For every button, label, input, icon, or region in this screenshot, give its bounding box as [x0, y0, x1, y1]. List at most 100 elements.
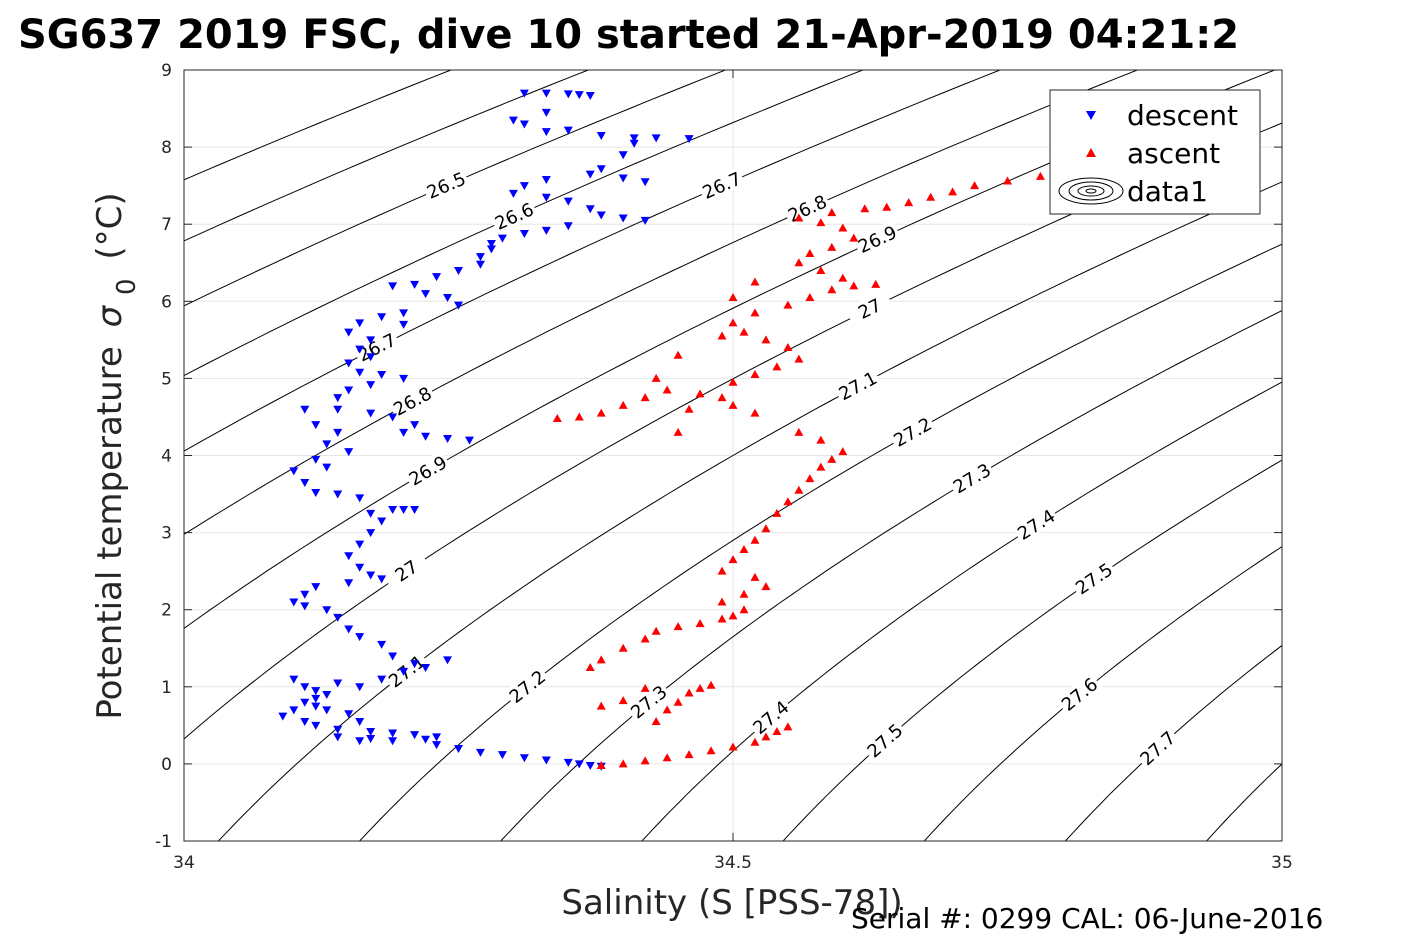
legend-label-data1: data1 — [1127, 175, 1208, 208]
descent-point — [618, 151, 628, 160]
ascent-point — [706, 746, 716, 755]
ascent-point — [717, 614, 727, 623]
ascent-point — [552, 413, 562, 422]
ascent-point — [662, 385, 672, 394]
descent-point — [333, 725, 343, 734]
ascent-point — [849, 233, 859, 242]
ascent-point — [662, 705, 672, 714]
descent-point — [475, 253, 485, 262]
ascent-point — [772, 362, 782, 371]
ascent-point — [816, 265, 826, 274]
ascent-point — [772, 508, 782, 517]
ascent-point — [585, 663, 595, 672]
y-tick-label: 8 — [161, 138, 172, 158]
ascent-point — [1035, 171, 1045, 180]
descent-point — [410, 660, 420, 669]
descent-point — [585, 170, 595, 179]
ascent-point — [728, 611, 738, 620]
ascent-point — [794, 258, 804, 267]
descent-point — [311, 583, 321, 592]
descent-point — [399, 667, 409, 676]
descent-point — [410, 421, 420, 430]
descent-point — [289, 467, 299, 476]
ascent-point — [849, 281, 859, 290]
legend-label-descent: descent — [1127, 99, 1238, 132]
descent-point — [322, 706, 332, 715]
descent-point — [333, 490, 343, 499]
descent-point — [399, 505, 409, 514]
descent-point — [366, 734, 376, 743]
descent-point — [355, 368, 365, 377]
isopycnal-line — [923, 546, 1282, 841]
descent-point — [278, 712, 288, 721]
descent-point — [311, 702, 321, 711]
descent-point — [366, 353, 376, 362]
descent-point — [355, 717, 365, 726]
ascent-point — [695, 619, 705, 628]
descent-point — [563, 758, 573, 767]
descent-point — [508, 189, 518, 198]
ascent-point — [816, 462, 826, 471]
x-tick-label: 34.5 — [714, 853, 752, 873]
ascent-point — [717, 393, 727, 402]
ascent-point — [717, 331, 727, 340]
descent-point — [486, 245, 496, 254]
descent-point — [311, 687, 321, 696]
descent-point — [300, 698, 310, 707]
descent-point — [366, 571, 376, 580]
descent-point — [629, 139, 639, 148]
ascent-point — [1003, 176, 1012, 185]
descent-point — [399, 309, 409, 318]
descent-point — [333, 679, 343, 688]
descent-point — [311, 421, 321, 430]
ascent-point — [684, 688, 694, 697]
descent-point — [541, 193, 551, 202]
descent-point — [563, 197, 573, 206]
descent-point — [333, 733, 343, 742]
ascent-point — [827, 242, 837, 251]
descent-point — [388, 729, 398, 738]
descent-point — [344, 328, 354, 337]
descent-point — [585, 205, 595, 214]
descent-point — [410, 731, 420, 740]
descent-point — [377, 575, 387, 584]
descent-point — [541, 89, 551, 98]
isopycnal-line — [184, 70, 589, 242]
ascent-point — [750, 572, 760, 581]
ascent-point — [728, 400, 738, 409]
y-tick-label: 2 — [161, 601, 172, 621]
descent-point — [443, 656, 453, 665]
descent-point — [618, 174, 628, 183]
y-tick-label: 5 — [161, 369, 172, 389]
ascent-point — [750, 277, 760, 286]
ascent-point — [750, 535, 760, 544]
ascent-point — [750, 408, 760, 417]
ascent-point — [882, 202, 892, 211]
descent-point — [475, 748, 485, 757]
descent-point — [651, 134, 661, 143]
y-axis-label-sigma: σ — [90, 304, 130, 327]
descent-point — [596, 165, 606, 174]
ascent-point — [827, 285, 837, 294]
legend-box — [1049, 89, 1261, 215]
ascent-point — [761, 732, 771, 741]
isopycnal-line — [184, 70, 863, 377]
descent-point — [377, 675, 387, 684]
ascent-point — [783, 497, 793, 506]
descent-point — [410, 505, 420, 514]
ascent-point — [794, 213, 804, 222]
descent-point — [443, 435, 453, 444]
descent-point — [464, 436, 474, 445]
ascent-point — [596, 655, 606, 664]
x-axis-label: Salinity (S [PSS-78]) — [561, 883, 902, 923]
ascent-point — [640, 393, 650, 402]
ascent-point — [640, 683, 650, 692]
descent-point — [629, 134, 639, 143]
descent-point — [618, 214, 628, 223]
descent-point — [311, 694, 321, 703]
ascent-point — [640, 634, 650, 643]
legend: descent ascent data1 — [1049, 89, 1261, 215]
descent-point — [289, 598, 299, 607]
descent-point — [355, 345, 365, 354]
